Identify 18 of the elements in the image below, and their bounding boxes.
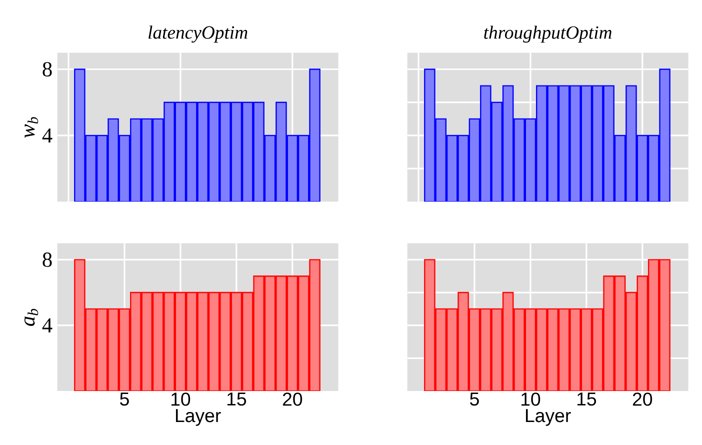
y-tick-label: 4 bbox=[42, 318, 52, 332]
x-tick-label: 20 bbox=[632, 392, 652, 406]
x-tick-label: 5 bbox=[470, 392, 479, 406]
x-tick-label: 10 bbox=[521, 392, 540, 406]
y-axis-title: w$_{b}$ bbox=[24, 117, 38, 138]
y-tick-label: 8 bbox=[42, 62, 52, 76]
x-tick-label: 10 bbox=[171, 392, 190, 406]
y-tick-label: 4 bbox=[42, 128, 52, 142]
x-axis-title: Layer bbox=[526, 409, 571, 426]
chart-title: throughputOptim bbox=[484, 26, 612, 43]
x-tick-label: 5 bbox=[120, 392, 129, 406]
y-axis-title: a$_{b}$ bbox=[24, 308, 38, 326]
x-tick-label: 20 bbox=[282, 392, 302, 406]
chart-title: latencyOptim bbox=[148, 26, 248, 43]
x-tick-label: 15 bbox=[227, 392, 246, 406]
y-tick-label: 8 bbox=[42, 252, 52, 267]
x-axis-title: Layer bbox=[176, 409, 221, 426]
x-tick-label: 15 bbox=[577, 392, 596, 406]
